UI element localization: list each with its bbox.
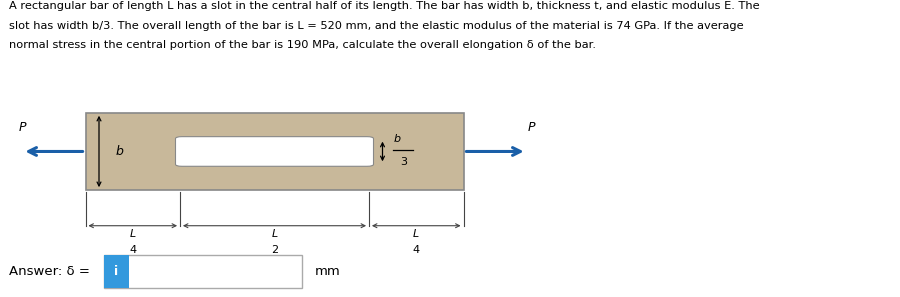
Text: 4: 4: [413, 245, 419, 255]
Bar: [104, 255, 302, 288]
Text: A rectangular bar of length L has a slot in the central half of its length. The : A rectangular bar of length L has a slot…: [9, 1, 760, 12]
FancyBboxPatch shape: [176, 137, 374, 166]
Text: 2: 2: [271, 245, 278, 255]
Bar: [104, 255, 129, 288]
Text: L: L: [272, 229, 277, 239]
Text: slot has width b/3. The overall length of the bar is L = 520 mm, and the elastic: slot has width b/3. The overall length o…: [9, 21, 743, 31]
Text: Answer: δ =: Answer: δ =: [9, 265, 94, 278]
Text: b: b: [393, 134, 400, 144]
Bar: [86, 113, 464, 190]
Text: L: L: [413, 229, 419, 239]
Text: P: P: [19, 121, 26, 134]
Text: b: b: [115, 145, 123, 158]
Text: mm: mm: [315, 265, 341, 278]
Text: i: i: [114, 265, 118, 278]
Text: 4: 4: [130, 245, 136, 255]
Text: normal stress in the central portion of the bar is 190 MPa, calculate the overal: normal stress in the central portion of …: [9, 40, 596, 50]
Text: L: L: [130, 229, 136, 239]
Text: 3: 3: [400, 157, 407, 168]
Text: P: P: [527, 121, 535, 134]
